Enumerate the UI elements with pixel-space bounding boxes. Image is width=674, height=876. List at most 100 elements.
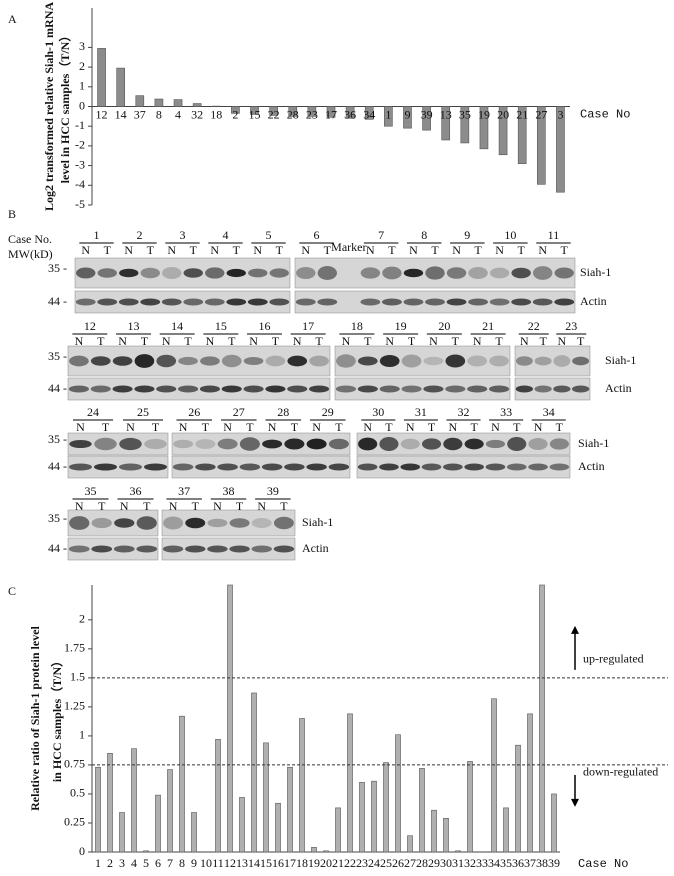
bar: [251, 692, 257, 853]
case-number: 21: [482, 319, 494, 333]
lane-label: T: [276, 243, 284, 257]
x-axis-label: Case No: [578, 857, 628, 871]
x-tick-label: 30: [440, 856, 452, 870]
x-tick-label: 36: [512, 856, 524, 870]
case-number: 13: [128, 319, 140, 333]
case-number: 10: [504, 228, 516, 242]
band: [161, 298, 182, 306]
band: [400, 438, 420, 450]
band: [515, 385, 533, 393]
lane-label: T: [141, 334, 149, 348]
bar: [441, 106, 451, 141]
lane-label: T: [324, 243, 332, 257]
band: [306, 463, 327, 471]
band: [360, 267, 381, 279]
x-tick-label: 1: [95, 856, 101, 870]
y-axis-label: in HCC samples（T/N）: [49, 655, 64, 782]
lane-label: T: [513, 420, 521, 434]
band: [94, 463, 117, 471]
band: [273, 545, 295, 553]
band: [156, 385, 177, 393]
band: [226, 298, 247, 306]
y-tick-label: -1: [75, 118, 85, 132]
panel-label: B: [8, 207, 16, 221]
blot: [161, 509, 296, 537]
band: [287, 385, 308, 393]
blot-label: Actin: [302, 541, 329, 555]
band: [357, 463, 378, 471]
band: [217, 438, 238, 450]
bar: [347, 713, 353, 853]
band: [379, 385, 400, 393]
lane-label: T: [577, 334, 585, 348]
x-tick-label: 32: [191, 107, 203, 121]
lane-label: N: [406, 420, 415, 434]
marker-label: Marker: [331, 240, 366, 254]
lane-label: N: [210, 243, 219, 257]
band: [76, 267, 96, 279]
x-tick-label: 2: [107, 856, 113, 870]
band: [221, 354, 242, 368]
panel-label: A: [8, 12, 17, 26]
bar: [263, 742, 269, 853]
lane-label: N: [75, 334, 84, 348]
mw-mark: 44 -: [48, 381, 67, 395]
case-number: 23: [565, 319, 577, 333]
bar: [371, 780, 377, 853]
band: [229, 518, 250, 528]
x-tick-label: 38: [536, 856, 548, 870]
band: [511, 298, 532, 306]
x-tick-label: 27: [404, 856, 416, 870]
bar: [179, 715, 185, 853]
bar: [498, 106, 508, 156]
band: [136, 516, 157, 530]
x-tick-label: 7: [167, 856, 173, 870]
arrow-head: [571, 625, 579, 634]
band: [140, 267, 160, 279]
bar: [311, 847, 317, 853]
band: [467, 355, 488, 367]
band: [379, 355, 400, 367]
bar: [384, 106, 393, 127]
blot-label: Actin: [605, 381, 632, 395]
case-number: 5: [266, 228, 272, 242]
band: [446, 267, 467, 279]
band: [445, 354, 466, 368]
x-tick-label: 21: [332, 856, 344, 870]
band: [113, 545, 135, 553]
lane-label: T: [474, 243, 482, 257]
lane-label: T: [190, 243, 198, 257]
band: [485, 439, 506, 449]
case-number: 9: [464, 228, 470, 242]
band: [119, 437, 142, 451]
bar: [173, 99, 183, 107]
bar: [407, 835, 413, 853]
case-number: 14: [171, 319, 183, 333]
case-number: 32: [458, 405, 470, 419]
band: [528, 463, 548, 471]
mw-mark: 35 -: [48, 261, 67, 275]
band: [178, 356, 198, 366]
bar: [116, 67, 125, 107]
bar: [227, 584, 233, 853]
band: [136, 545, 158, 553]
band: [328, 438, 349, 450]
x-tick-label: 1: [385, 107, 391, 121]
lane-label: N: [169, 499, 178, 513]
band: [68, 385, 89, 393]
blot: [334, 377, 511, 401]
x-tick-label: 13: [236, 856, 248, 870]
x-tick-label: 17: [284, 856, 296, 870]
band: [114, 518, 135, 528]
x-tick-label: 14: [115, 107, 127, 121]
band: [91, 517, 112, 529]
lane-label: T: [280, 499, 288, 513]
lane-label: N: [342, 334, 351, 348]
band: [69, 439, 92, 449]
lane-label: N: [558, 334, 567, 348]
lane-label: T: [452, 334, 460, 348]
band: [269, 268, 289, 278]
band: [306, 438, 327, 450]
band: [421, 438, 442, 450]
case-number: 11: [548, 228, 560, 242]
